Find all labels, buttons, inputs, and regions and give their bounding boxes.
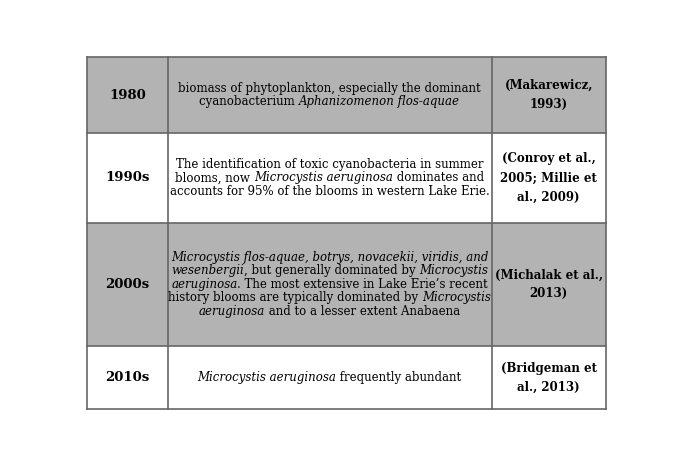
Bar	[168, 133, 491, 223]
Text: . The most extensive in Lake Erie’s recent: . The most extensive in Lake Erie’s rece…	[237, 278, 488, 291]
Text: 1980: 1980	[109, 89, 146, 102]
Text: (Makarewicz,
1993): (Makarewicz, 1993)	[504, 79, 593, 111]
Text: Microcystis: Microcystis	[419, 264, 488, 277]
Bar	[87, 133, 168, 223]
Bar	[491, 346, 606, 409]
Text: and to a lesser extent Anabaena: and to a lesser extent Anabaena	[265, 305, 460, 318]
Text: frequently abundant: frequently abundant	[337, 371, 462, 384]
Bar	[491, 57, 606, 133]
Text: aeruginosa: aeruginosa	[171, 278, 237, 291]
Text: history blooms are typically dominated by: history blooms are typically dominated b…	[168, 292, 422, 304]
Text: 1990s: 1990s	[105, 171, 149, 184]
Text: , but generally dominated by: , but generally dominated by	[244, 264, 419, 277]
Text: (Conroy et al.,
2005; Millie et
al., 2009): (Conroy et al., 2005; Millie et al., 200…	[500, 152, 597, 203]
Bar	[87, 57, 168, 133]
Bar	[87, 223, 168, 346]
Text: Aphanizomenon flos-aquae: Aphanizomenon flos-aquae	[299, 95, 460, 108]
Text: accounts for 95% of the blooms in western Lake Erie.: accounts for 95% of the blooms in wester…	[170, 185, 489, 198]
Text: 2000s: 2000s	[105, 278, 149, 291]
Bar	[168, 57, 491, 133]
Text: Microcystis: Microcystis	[422, 292, 491, 304]
Text: The identification of toxic cyanobacteria in summer: The identification of toxic cyanobacteri…	[176, 158, 483, 171]
Bar	[491, 133, 606, 223]
Text: (Bridgeman et
al., 2013): (Bridgeman et al., 2013)	[501, 362, 597, 394]
Text: aeruginosa: aeruginosa	[199, 305, 265, 318]
Bar	[87, 346, 168, 409]
Text: dominates and: dominates and	[393, 171, 484, 184]
Text: Microcystis flos-aquae, botrys, novacekii, viridis, and: Microcystis flos-aquae, botrys, novaceki…	[171, 251, 488, 264]
Text: cyanobacterium: cyanobacterium	[199, 95, 299, 108]
Text: blooms, now: blooms, now	[175, 171, 254, 184]
Text: 2010s: 2010s	[105, 371, 149, 384]
Bar	[168, 223, 491, 346]
Text: (Michalak et al.,
2013): (Michalak et al., 2013)	[495, 268, 603, 300]
Text: Microcystis aeruginosa: Microcystis aeruginosa	[254, 171, 393, 184]
Bar	[491, 223, 606, 346]
Text: biomass of phytoplankton, especially the dominant: biomass of phytoplankton, especially the…	[178, 82, 481, 95]
Bar	[168, 346, 491, 409]
Text: wesenbergii: wesenbergii	[171, 264, 244, 277]
Text: Microcystis aeruginosa: Microcystis aeruginosa	[197, 371, 337, 384]
